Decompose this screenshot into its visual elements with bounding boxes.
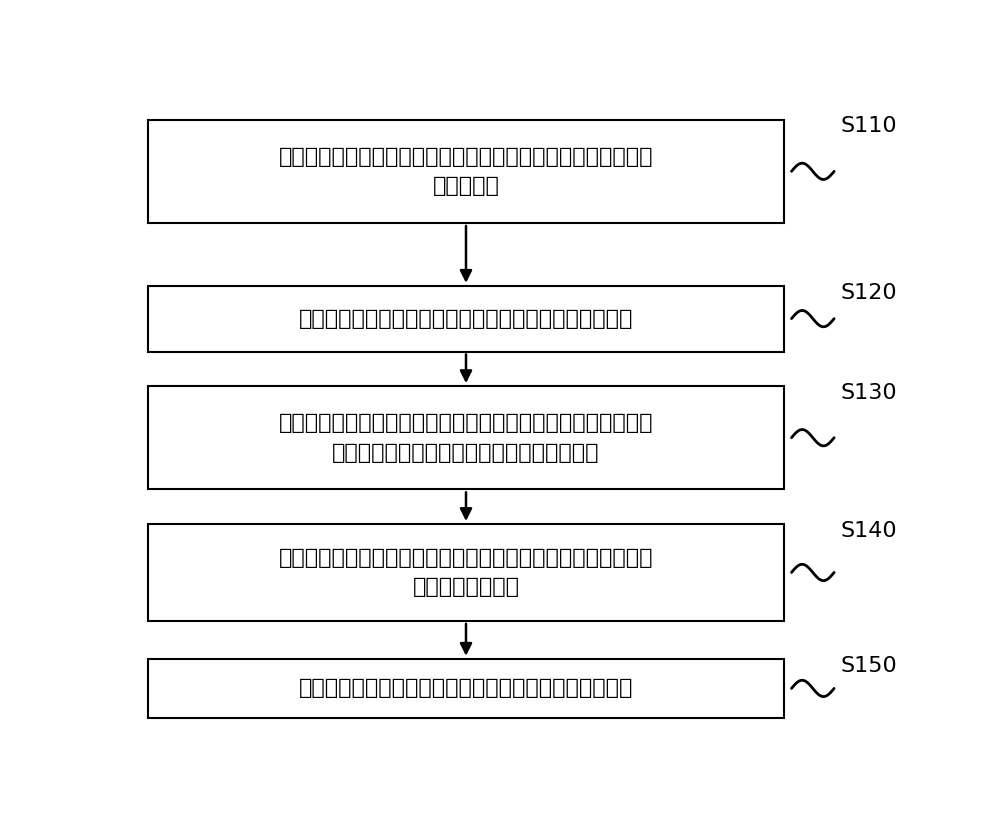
Bar [148,386,784,489]
Bar [148,120,784,223]
Text: 获取当前时间、期望解冻完成时间和在第一解冻速度下的第一预
计解冻时长: 获取当前时间、期望解冻完成时间和在第一解冻速度下的第一预 计解冻时长 [279,147,653,196]
Text: S150: S150 [840,655,897,676]
Text: 当预计解冻完成时间早于期望解冻完成时间，根据期望解冻完成
时间和第一预计解冻时长确定解冻参考时间段: 当预计解冻完成时间早于期望解冻完成时间，根据期望解冻完成 时间和第一预计解冻时长… [279,413,653,462]
Bar [148,524,784,621]
Text: 控制解冻箱基于解冻启动时间和解冻速度对食材进行解冻: 控制解冻箱基于解冻启动时间和解冻速度对食材进行解冻 [299,678,633,698]
Bar [148,659,784,718]
Bar [148,286,784,352]
Text: S130: S130 [840,383,897,403]
Text: S140: S140 [840,521,897,540]
Text: 根据解冻参考时间段内的用电峰谷时间段的分布情况确定解冻启
动时间和解冻速度: 根据解冻参考时间段内的用电峰谷时间段的分布情况确定解冻启 动时间和解冻速度 [279,548,653,597]
Text: S110: S110 [840,116,897,137]
Text: 根据当前时间和第一预计解冻时长确定预计解冻完成时间: 根据当前时间和第一预计解冻时长确定预计解冻完成时间 [299,309,633,329]
Text: S120: S120 [840,282,897,303]
